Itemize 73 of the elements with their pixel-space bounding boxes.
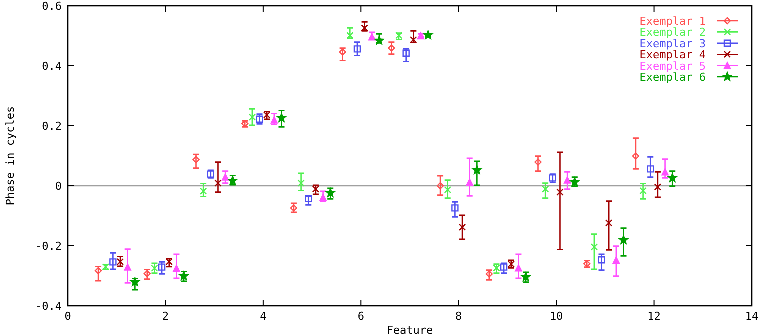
- point: [534, 158, 542, 166]
- y-tick-label: 0: [55, 180, 62, 193]
- point: [222, 174, 230, 181]
- legend-label: Exemplar 6: [640, 71, 706, 84]
- point: [590, 244, 598, 251]
- point: [166, 258, 173, 266]
- y-tick-label: -0.4: [36, 300, 62, 313]
- point: [214, 180, 222, 187]
- point: [668, 173, 678, 182]
- point: [402, 50, 410, 57]
- point: [374, 36, 384, 45]
- point: [248, 114, 256, 121]
- legend-label: Exemplar 3: [640, 37, 706, 50]
- x-axis-title: Feature: [386, 324, 434, 336]
- point: [388, 44, 396, 52]
- y-tick-label: 0.4: [42, 60, 62, 73]
- point: [612, 256, 620, 264]
- point: [173, 264, 180, 272]
- point: [654, 184, 662, 191]
- x-tick-label: 12: [648, 310, 661, 323]
- legend-label: Exemplar 4: [640, 48, 706, 62]
- point: [556, 188, 564, 196]
- point: [598, 256, 606, 264]
- point: [647, 166, 654, 173]
- point: [192, 156, 200, 164]
- legend-label: Exemplar 5: [640, 60, 706, 73]
- legend-label: Exemplar 2: [640, 26, 706, 40]
- x-tick-label: 2: [162, 310, 170, 323]
- y-tick-label: 0.6: [42, 0, 62, 13]
- point: [320, 194, 327, 202]
- point: [361, 24, 368, 32]
- point: [662, 168, 669, 176]
- point: [515, 264, 522, 272]
- point: [339, 48, 346, 56]
- point: [410, 36, 418, 44]
- point: [110, 258, 117, 266]
- point: [158, 264, 166, 271]
- point: [424, 30, 433, 40]
- point: [466, 178, 474, 186]
- y-tick-label: -0.2: [36, 240, 62, 253]
- point: [200, 188, 208, 195]
- x-tick-label: 8: [456, 310, 462, 323]
- point: [436, 182, 444, 190]
- point: [270, 116, 278, 124]
- point: [452, 204, 459, 212]
- point: [277, 113, 286, 122]
- point: [346, 32, 354, 40]
- point: [354, 46, 362, 53]
- point: [124, 264, 132, 271]
- point: [640, 188, 647, 195]
- y-tick-label: 0.2: [42, 120, 62, 133]
- x-tick-label: 10: [550, 310, 564, 323]
- point: [493, 264, 500, 272]
- legend-label: Exemplar 1: [640, 15, 706, 28]
- x-tick-label: 6: [358, 310, 364, 323]
- x-tick-label: 0: [64, 310, 72, 323]
- point: [605, 220, 613, 227]
- point: [632, 152, 640, 160]
- point: [144, 270, 151, 278]
- point: [94, 267, 102, 274]
- point: [298, 180, 305, 187]
- point: [500, 264, 508, 271]
- point: [486, 270, 493, 278]
- point: [326, 188, 336, 198]
- point: [458, 224, 466, 231]
- point: [619, 236, 628, 244]
- y-axis-title: Phase in cycles: [4, 106, 17, 206]
- x-tick-label: 14: [745, 310, 759, 323]
- x-tick-label: 4: [260, 310, 268, 323]
- point: [444, 186, 452, 194]
- point: [305, 195, 312, 202]
- point: [564, 176, 572, 184]
- point: [472, 166, 482, 174]
